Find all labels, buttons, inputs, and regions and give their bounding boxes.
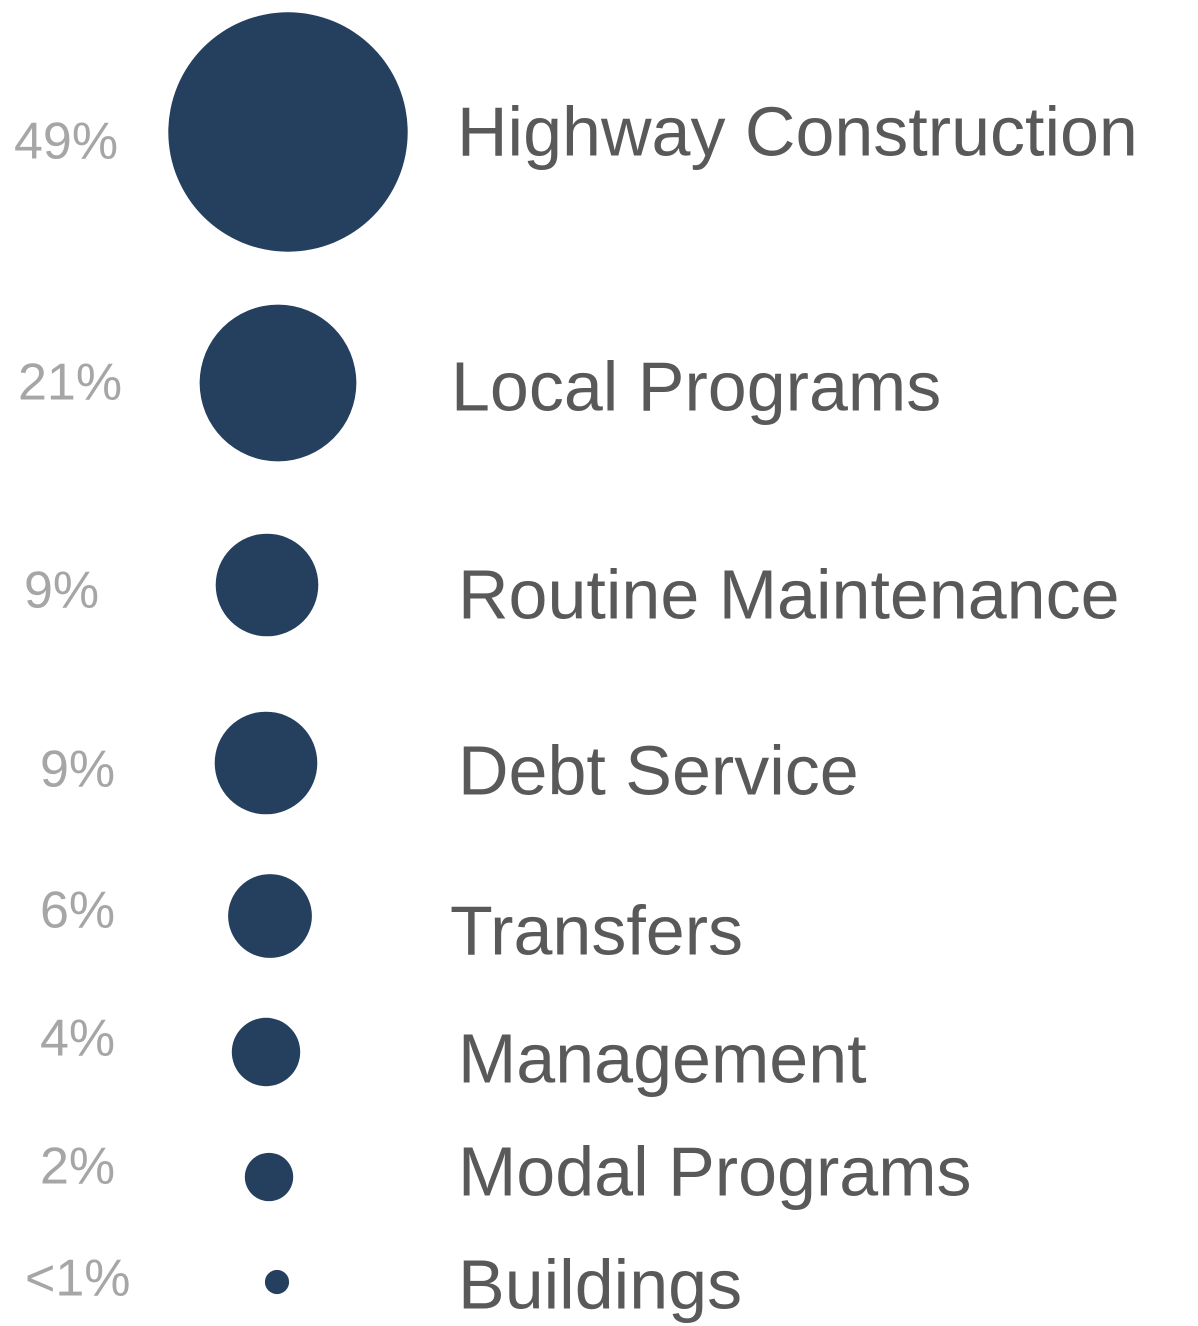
category-label: Buildings	[458, 1245, 742, 1323]
bubble	[228, 874, 312, 958]
category-label: Management	[458, 1019, 867, 1097]
bubble	[199, 304, 357, 462]
category-label: Debt Service	[458, 731, 859, 809]
value-label: 6%	[40, 882, 115, 940]
bubble	[215, 533, 319, 637]
value-label: <1%	[25, 1250, 131, 1308]
bubble	[214, 711, 318, 815]
bubble	[168, 12, 408, 252]
category-label: Highway Construction	[457, 92, 1138, 170]
value-label: 9%	[40, 741, 115, 799]
category-label: Routine Maintenance	[458, 555, 1120, 633]
value-label: 2%	[40, 1138, 115, 1196]
bubble	[264, 1269, 290, 1295]
value-label: 49%	[14, 113, 118, 171]
category-label: Modal Programs	[458, 1132, 972, 1210]
value-label: 4%	[40, 1010, 115, 1068]
value-label: 9%	[24, 562, 99, 620]
bubble	[244, 1152, 294, 1202]
category-label: Local Programs	[451, 347, 941, 425]
bubble	[231, 1017, 301, 1087]
value-label: 21%	[18, 354, 122, 412]
category-label: Transfers	[450, 891, 743, 969]
